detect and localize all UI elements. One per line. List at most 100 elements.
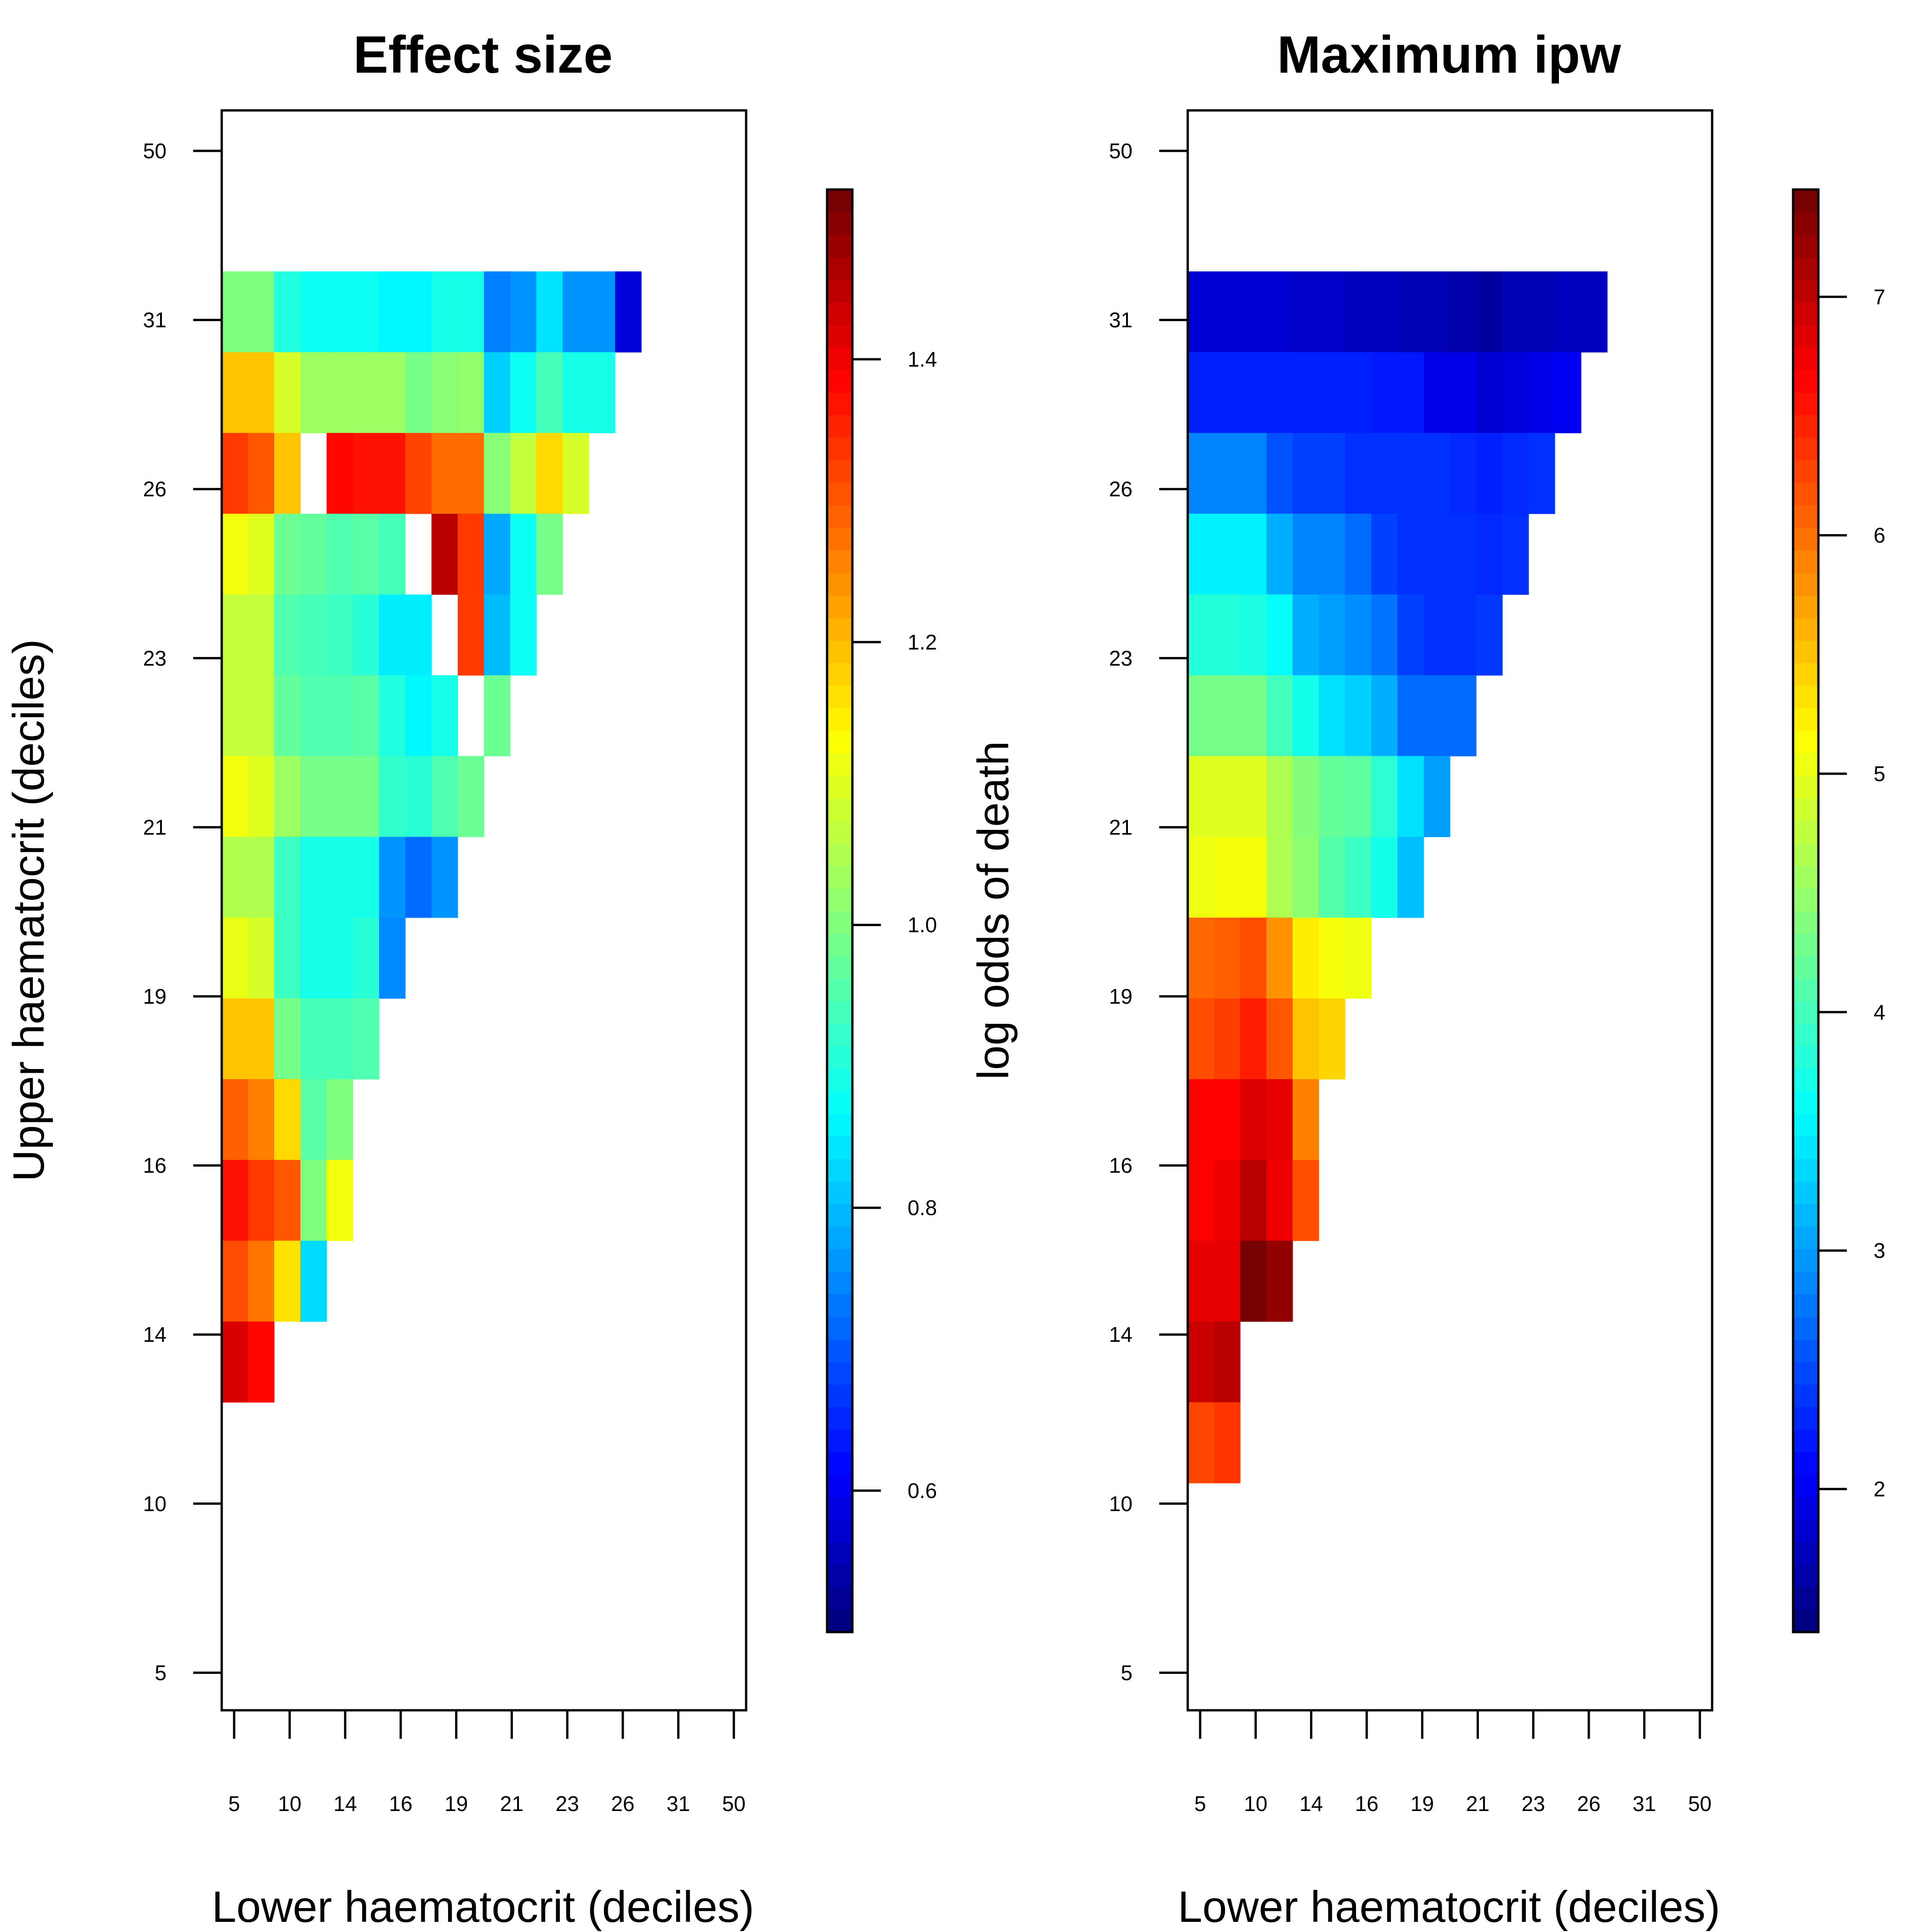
effect-size-cell <box>300 756 327 837</box>
maximum-ipw-cell <box>1450 594 1477 676</box>
effect-size-colorbar-segment <box>827 550 852 573</box>
maximum-ipw-cell <box>1555 352 1581 433</box>
effect-size-cell <box>379 837 406 918</box>
maximum-ipw-cell <box>1266 756 1293 837</box>
effect-size-colorbar-segment <box>827 415 852 438</box>
maximum-ipw-cell <box>1214 1321 1241 1403</box>
effect-size-cell <box>589 352 615 433</box>
effect-size-x-tick-label: 23 <box>556 1792 579 1816</box>
effect-size-cell <box>484 433 511 514</box>
maximum-ipw-colorbar-segment <box>1793 1091 1818 1114</box>
maximum-ipw-y-tick-label: 14 <box>1109 1322 1133 1346</box>
maximum-ipw-cell <box>1371 352 1398 433</box>
effect-size-colorbar-segment <box>827 1294 852 1317</box>
maximum-ipw-cell <box>1424 756 1450 837</box>
maximum-ipw-x-tick-label: 26 <box>1577 1792 1600 1816</box>
effect-size-cell <box>222 271 248 353</box>
effect-size-colorbar-segment <box>827 1542 852 1565</box>
effect-size-y-tick-label: 50 <box>143 139 167 163</box>
maximum-ipw-cell <box>1397 352 1424 433</box>
effect-size-cell <box>274 433 301 514</box>
effect-size-cell <box>327 998 353 1080</box>
maximum-ipw-cell <box>1424 352 1450 433</box>
effect-size-x-tick-label: 50 <box>722 1792 746 1816</box>
effect-size-cell <box>274 998 301 1080</box>
maximum-ipw-colorbar-segment <box>1793 1497 1818 1520</box>
maximum-ipw-colorbar-segment <box>1793 1474 1818 1497</box>
effect-size-cell <box>274 1160 301 1241</box>
maximum-ipw-y-tick-label: 5 <box>1121 1661 1133 1685</box>
effect-size-cell <box>458 352 484 433</box>
maximum-ipw-cell <box>1319 837 1346 918</box>
effect-size-cell <box>379 675 406 757</box>
maximum-ipw-colorbar-segment <box>1793 573 1818 596</box>
effect-size-cell <box>274 837 301 918</box>
effect-size-cell <box>431 756 458 837</box>
effect-size-cell <box>274 1079 301 1161</box>
effect-size-cell <box>300 917 327 999</box>
effect-size-colorbar-segment <box>827 280 852 303</box>
maximum-ipw-cell <box>1266 594 1293 676</box>
maximum-ipw-x-tick-label: 50 <box>1688 1792 1712 1816</box>
effect-size-colorbar-segment <box>827 1429 852 1452</box>
effect-size-cell <box>353 271 380 353</box>
effect-size-colorbar-segment <box>827 1610 852 1633</box>
maximum-ipw-cell <box>1214 1160 1241 1241</box>
maximum-ipw-y-tick-label: 31 <box>1109 308 1133 332</box>
maximum-ipw-cell <box>1397 513 1424 595</box>
maximum-ipw-cell <box>1424 594 1450 676</box>
effect-size-y-tick-label: 23 <box>143 646 167 670</box>
maximum-ipw-y-axis: 5 10 14 16 19 21 23 26 31 50 <box>1109 139 1188 1685</box>
maximum-ipw-cell <box>1214 998 1241 1080</box>
effect-size-cell <box>563 271 589 353</box>
maximum-ipw-cell <box>1476 271 1503 353</box>
effect-size-colorbar-segment <box>827 212 852 235</box>
effect-size-cell <box>327 352 353 433</box>
maximum-ipw-cell <box>1188 1402 1214 1484</box>
effect-size-cell <box>379 433 406 514</box>
maximum-ipw-colorbar-segment <box>1793 1114 1818 1137</box>
effect-size-cell <box>484 594 511 676</box>
maximum-ipw-cell <box>1240 998 1267 1080</box>
effect-size-colorbar-segment <box>827 1317 852 1340</box>
maximum-ipw-colorbar-segment <box>1793 1226 1818 1249</box>
effect-size-colorbar-segment <box>827 798 852 821</box>
effect-size-cell <box>405 756 432 837</box>
maximum-ipw-cell <box>1476 433 1503 514</box>
effect-size-colorbar-segment <box>827 685 852 708</box>
effect-size-colorbar-segment <box>827 1226 852 1249</box>
maximum-ipw-cell <box>1371 594 1398 676</box>
effect-size-cell <box>222 1079 248 1161</box>
effect-size-colorbar-segment <box>827 1001 852 1024</box>
effect-size-x-tick-label: 5 <box>228 1792 240 1816</box>
effect-size-cell <box>431 433 458 514</box>
effect-size-colorbar-title: log odds of death <box>969 741 1018 1080</box>
effect-size-colorbar-segment <box>827 1384 852 1407</box>
effect-size-title: Effect size <box>353 26 613 84</box>
maximum-ipw-colorbar-segment <box>1793 1136 1818 1159</box>
maximum-ipw-colorbar-tick-label: 2 <box>1874 1477 1886 1501</box>
effect-size-colorbar-segment <box>827 1519 852 1542</box>
maximum-ipw-cell <box>1214 675 1241 757</box>
maximum-ipw-cell <box>1424 271 1450 353</box>
maximum-ipw-cell <box>1450 433 1477 514</box>
maximum-ipw-y-tick-label: 21 <box>1109 815 1133 839</box>
maximum-ipw-colorbar-segment <box>1793 325 1818 348</box>
maximum-ipw-colorbar-segment <box>1793 640 1818 663</box>
maximum-ipw-colorbar-segment <box>1793 685 1818 708</box>
maximum-ipw-cell <box>1214 352 1241 433</box>
maximum-ipw-cell <box>1293 433 1319 514</box>
maximum-ipw-cell <box>1450 513 1477 595</box>
maximum-ipw-cell <box>1450 271 1477 353</box>
maximum-ipw-cell <box>1476 352 1503 433</box>
maximum-ipw-cell <box>1397 675 1424 757</box>
maximum-ipw-cell <box>1240 1160 1267 1241</box>
maximum-ipw-cell <box>1424 513 1450 595</box>
effect-size-cell <box>274 756 301 837</box>
effect-size-cell <box>222 756 248 837</box>
effect-size-cell <box>300 271 327 353</box>
effect-size-colorbar-segment <box>827 1497 852 1520</box>
maximum-ipw-cell <box>1424 675 1450 757</box>
maximum-ipw-cell <box>1450 675 1477 757</box>
